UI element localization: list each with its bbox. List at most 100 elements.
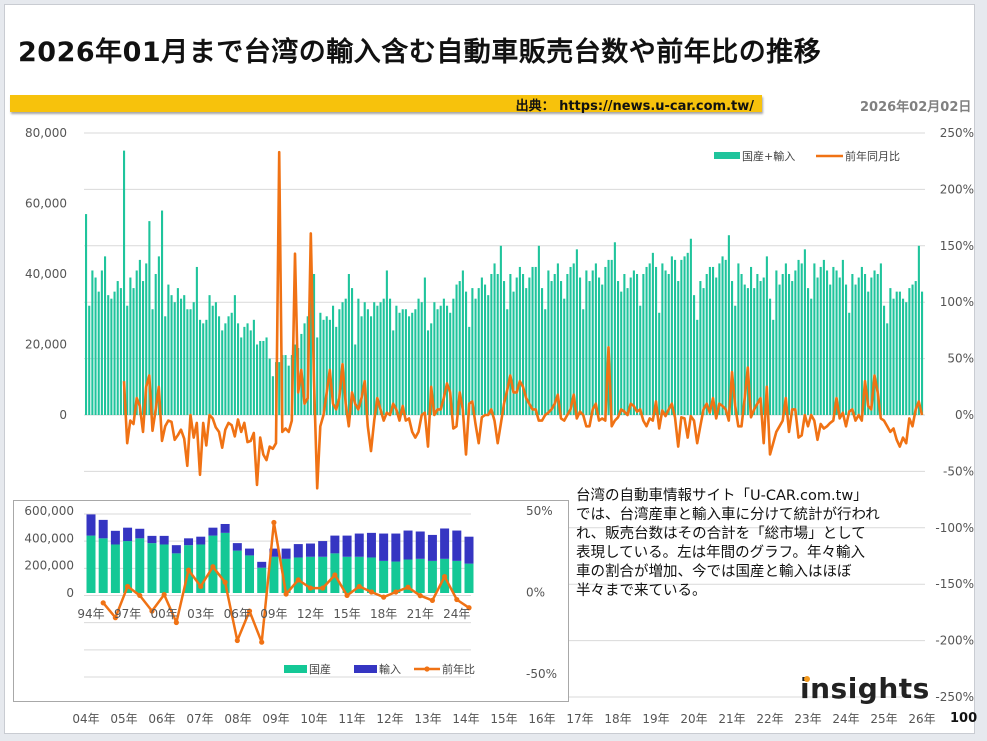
total-sales-bar (436, 309, 439, 415)
inset-yoy-point (137, 592, 143, 599)
total-sales-bar (746, 288, 749, 415)
total-sales-bar (661, 263, 664, 415)
y-left-tick-label: 20,000 (25, 338, 67, 352)
total-sales-bar (547, 270, 550, 415)
imports-bar (464, 536, 474, 564)
total-sales-bar (731, 281, 734, 415)
total-sales-bar (579, 277, 582, 415)
x-tick-label: 05年 (110, 712, 137, 726)
total-sales-bar (870, 277, 873, 415)
total-sales-bar (202, 323, 205, 415)
domestic-bar (245, 555, 255, 593)
total-sales-bar (794, 270, 797, 415)
total-sales-bar (398, 312, 401, 415)
inset-yoy-point (295, 577, 301, 583)
x-tick-label: 13年 (414, 712, 441, 726)
x-tick-label: 16年 (528, 712, 555, 726)
total-sales-bar (702, 288, 705, 415)
imports-bar (403, 530, 413, 560)
total-sales-bar (357, 298, 360, 415)
total-sales-bar (484, 284, 487, 415)
total-sales-bar (680, 259, 683, 415)
x-tick-label: 15年 (490, 712, 517, 726)
total-sales-bar (528, 277, 531, 415)
total-sales-bar (142, 281, 145, 415)
y-left-tick-label: 40,000 (25, 267, 67, 281)
total-sales-bar (376, 305, 379, 415)
total-sales-bar (154, 274, 157, 415)
total-sales-bar (243, 326, 246, 415)
domestic-bar (415, 558, 425, 593)
total-sales-bar (499, 245, 502, 415)
total-sales-bar (756, 274, 759, 415)
imports-bar (440, 528, 450, 559)
annual-inset-chart: 600,000 400,000 200,000 0 50% 0% -50% 94年 97年 00年… (13, 500, 569, 702)
total-sales-bar (585, 270, 588, 415)
total-sales-bar (708, 266, 711, 415)
total-sales-bar (879, 263, 882, 415)
total-sales-bar (876, 274, 879, 415)
y-left-tick-label: 80,000 (25, 126, 67, 140)
total-sales-bar (743, 284, 746, 415)
inset-yoy-point (259, 639, 265, 645)
total-sales-bar (537, 245, 540, 415)
imports-bar (330, 535, 340, 554)
total-sales-bar (699, 281, 702, 415)
total-sales-bar (788, 274, 791, 415)
total-sales-bar (100, 270, 103, 415)
y-right-tick-label: -100% (935, 521, 974, 535)
total-sales-bar (373, 302, 376, 415)
domestic-bar (354, 556, 364, 593)
total-sales-bar (623, 274, 626, 415)
x-tick-label: 07年 (186, 712, 213, 726)
total-sales-bar (246, 323, 249, 415)
total-sales-bar (509, 274, 512, 415)
total-sales-bar (107, 295, 110, 415)
domestic-bar (281, 558, 291, 593)
inset-x-tick-label: 15年 (333, 607, 360, 621)
x-tick-label: 12年 (376, 712, 403, 726)
total-sales-bar (366, 309, 369, 415)
total-sales-bar (227, 316, 230, 415)
y-left-tick-label: 60,000 (25, 197, 67, 211)
total-sales-bar (670, 256, 673, 415)
total-sales-bar (395, 305, 398, 415)
imports-bar (257, 561, 267, 568)
total-sales-bar (252, 319, 255, 415)
total-sales-bar (199, 319, 202, 415)
legend-swatch-domestic (284, 665, 307, 673)
total-sales-bar (164, 316, 167, 415)
total-sales-bar (221, 330, 224, 415)
total-sales-bar (604, 266, 607, 415)
total-sales-bar (683, 256, 686, 415)
inset-yoy-point (246, 608, 253, 614)
total-sales-bar (135, 270, 138, 415)
inset-y-left-tick-label: 400,000 (24, 531, 74, 545)
total-sales-bar (189, 309, 192, 415)
x-tick-label: 11年 (338, 712, 365, 726)
total-sales-bar (186, 309, 189, 415)
domestic-bar (269, 556, 279, 593)
total-sales-bar (363, 302, 366, 415)
total-sales-bar (132, 288, 135, 415)
total-sales-bar (753, 288, 756, 415)
domestic-bar (232, 550, 242, 593)
total-sales-bar (822, 259, 825, 415)
imports-bar (269, 548, 279, 557)
total-sales-bar (800, 263, 803, 415)
total-sales-bar (566, 274, 569, 415)
total-sales-bar (575, 249, 578, 415)
inset-yoy-point (112, 615, 118, 621)
domestic-bar (293, 557, 303, 593)
total-sales-bar (560, 281, 563, 415)
inset-y-right-tick-label: 50% (526, 504, 553, 518)
total-sales-bar (832, 266, 835, 415)
inset-x-tick-label: 12年 (297, 607, 324, 621)
total-sales-bar (784, 263, 787, 415)
total-sales-bar (613, 242, 616, 415)
total-sales-bar (724, 259, 727, 415)
total-sales-bar (582, 309, 585, 415)
total-sales-bar (116, 281, 119, 415)
y-right-tick-label: 250% (940, 126, 974, 140)
total-sales-bar (465, 291, 468, 415)
